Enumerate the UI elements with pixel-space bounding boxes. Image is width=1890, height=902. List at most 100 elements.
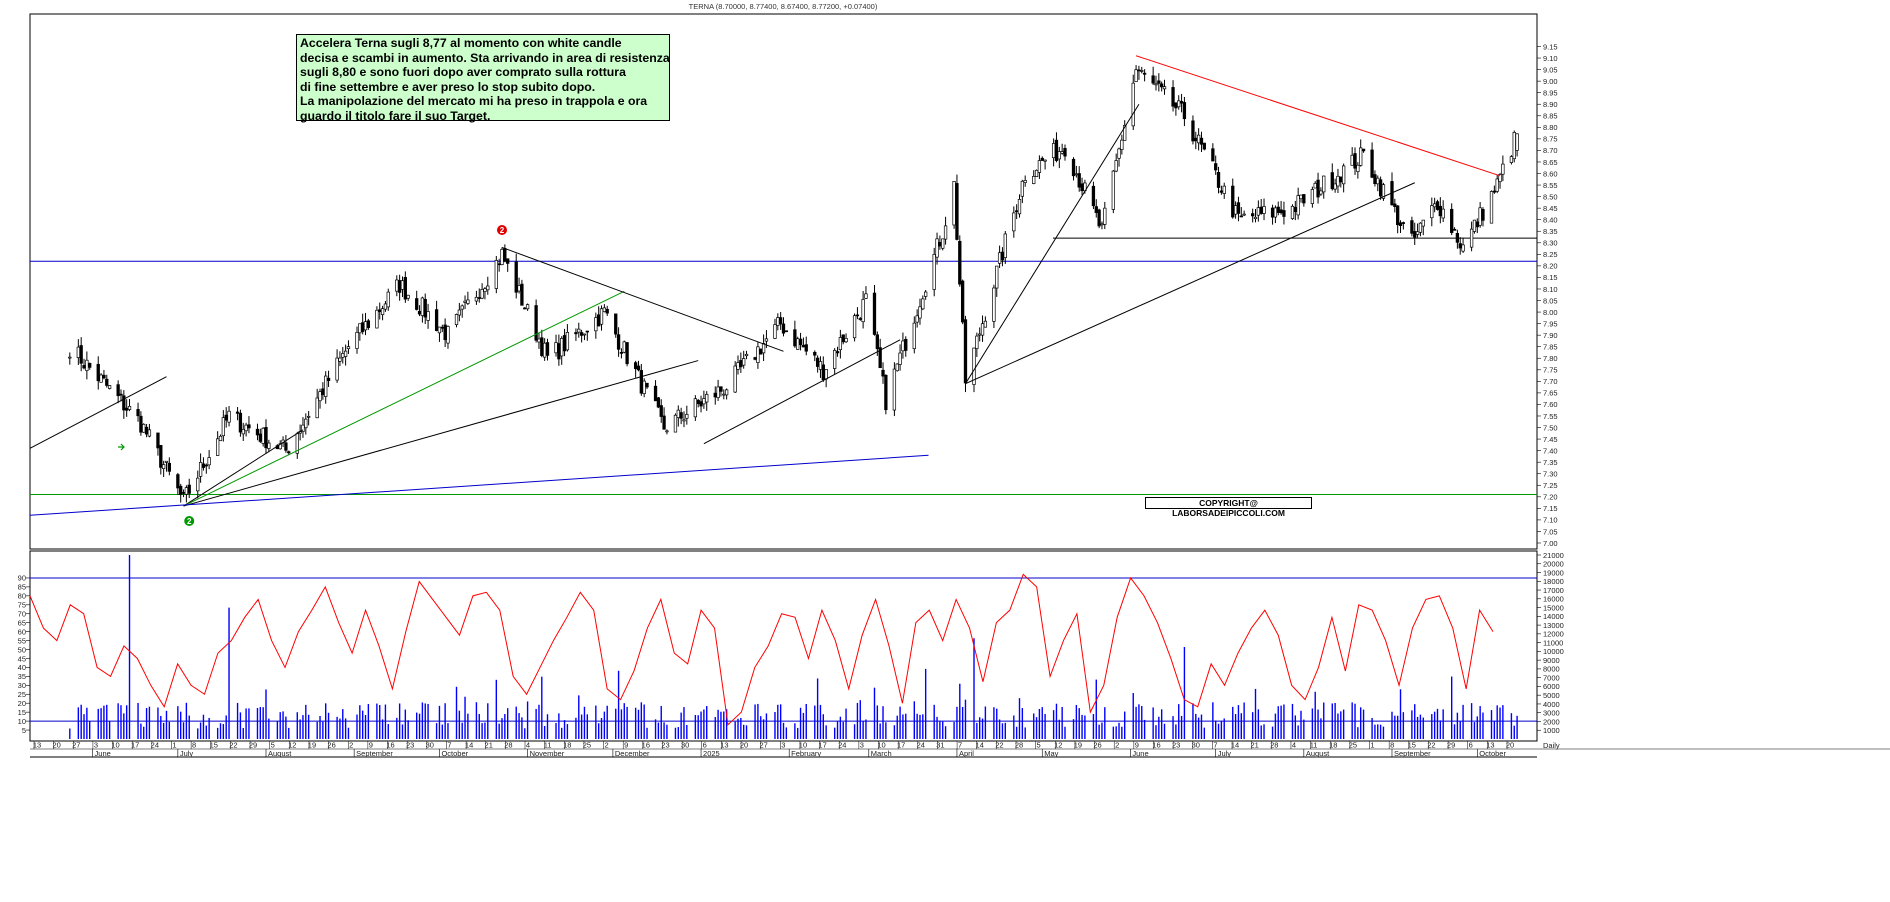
candle-body: [278, 443, 282, 450]
candle-body: [1421, 219, 1425, 227]
candle-body: [835, 351, 840, 354]
trendline: [703, 339, 901, 445]
candle-body: [82, 365, 86, 369]
day-tick-label: 24: [917, 741, 925, 750]
candle-body: [579, 332, 584, 336]
candle-body: [477, 297, 481, 299]
day-tick-label: 26: [327, 741, 335, 750]
day-tick-label: 22: [1427, 741, 1435, 750]
candle-body: [1242, 213, 1246, 216]
candle-body: [460, 305, 464, 310]
day-tick-label: 28: [504, 741, 512, 750]
candle-body: [764, 338, 769, 342]
price-tick-label: 7.20: [1543, 493, 1558, 502]
candle-body: [525, 304, 530, 310]
day-tick-label: 27: [72, 741, 80, 750]
candles: [68, 65, 1519, 503]
candle-body: [68, 356, 72, 359]
price-tick-label: 8.15: [1543, 273, 1558, 282]
month-label: September: [356, 749, 393, 758]
candle-body: [88, 362, 92, 368]
note-line: di fine settembre e aver preso lo stop s…: [300, 79, 596, 94]
candle-body: [562, 335, 567, 352]
candle-body: [898, 352, 902, 365]
trendline: [965, 103, 1140, 384]
candle-body: [639, 370, 643, 394]
candle-body: [844, 337, 848, 343]
price-tick-label: 8.00: [1543, 308, 1558, 317]
candle-body: [1498, 174, 1502, 183]
candle-body: [1211, 148, 1215, 162]
candle-body: [358, 323, 362, 334]
candle-body: [1441, 208, 1445, 219]
candle-body: [997, 252, 1002, 264]
day-tick-label: 2: [604, 741, 608, 750]
price-tick-label: 7.90: [1543, 331, 1558, 340]
candle-body: [363, 321, 368, 331]
day-tick-label: 18: [563, 741, 571, 750]
candle-body: [355, 332, 359, 349]
candle-body: [119, 393, 123, 396]
price-tick-label: 7.50: [1543, 423, 1558, 432]
price-tick-label: 7.65: [1543, 389, 1558, 398]
candle-body: [693, 398, 698, 418]
rsi-tick-label: 55: [18, 636, 26, 645]
copyright-label: COPYRIGHT@ LABORSADEIPICCOLI.COM: [1145, 497, 1312, 518]
candle-body: [417, 310, 422, 315]
candle-body: [1458, 243, 1462, 249]
candle-body: [952, 181, 956, 226]
candle-body: [781, 323, 786, 334]
volume-tick-label: 14000: [1543, 612, 1564, 621]
candle-body: [1432, 203, 1437, 208]
month-label: February: [791, 749, 821, 758]
rsi-tick-label: 75: [18, 601, 26, 610]
candle-body: [457, 309, 462, 316]
candle-body: [85, 359, 89, 371]
trendline: [965, 182, 1415, 385]
candle-body: [1177, 100, 1181, 108]
candle-body: [645, 382, 649, 388]
trendline: [501, 246, 784, 352]
candle-body: [1282, 210, 1286, 217]
day-tick-label: 12: [1054, 741, 1062, 750]
candle-body: [147, 429, 152, 437]
candle-body: [744, 353, 749, 357]
rsi-tick-label: 60: [18, 627, 26, 636]
candle-body: [1117, 148, 1121, 159]
day-tick-label: 9: [624, 741, 628, 750]
volume-tick-label: 16000: [1543, 595, 1564, 604]
candle-body: [184, 487, 189, 495]
candle-body: [315, 397, 319, 419]
price-tick-label: 8.20: [1543, 262, 1558, 271]
candle-body: [375, 309, 379, 329]
candle-body: [534, 305, 538, 341]
candle-body: [577, 328, 581, 333]
candle-body: [679, 412, 683, 419]
candle-body: [858, 318, 862, 320]
candle-body: [702, 398, 706, 405]
price-tick-label: 8.60: [1543, 169, 1558, 178]
candle-body: [235, 411, 240, 414]
day-tick-label: 3: [860, 741, 864, 750]
candle-body: [773, 324, 777, 339]
price-tick-label: 9.00: [1543, 77, 1558, 86]
candle-body: [1336, 175, 1340, 187]
candle-body: [1131, 82, 1135, 127]
rsi-tick-label: 50: [18, 645, 26, 654]
candle-body: [1361, 148, 1366, 152]
candle-body: [383, 303, 388, 310]
candle-body: [366, 320, 371, 328]
candle-body: [642, 380, 646, 394]
rsi-tick-label: 40: [18, 663, 26, 672]
day-tick-label: 4: [1292, 741, 1296, 750]
rsi-tick-label: 70: [18, 610, 26, 619]
candle-body: [1299, 194, 1303, 200]
candle-body: [1214, 163, 1218, 171]
candle-body: [324, 375, 328, 397]
candle-body: [343, 350, 348, 357]
candle-body: [798, 338, 803, 346]
candle-body: [696, 399, 700, 404]
candle-body: [1359, 147, 1363, 166]
trendline: [29, 376, 167, 449]
